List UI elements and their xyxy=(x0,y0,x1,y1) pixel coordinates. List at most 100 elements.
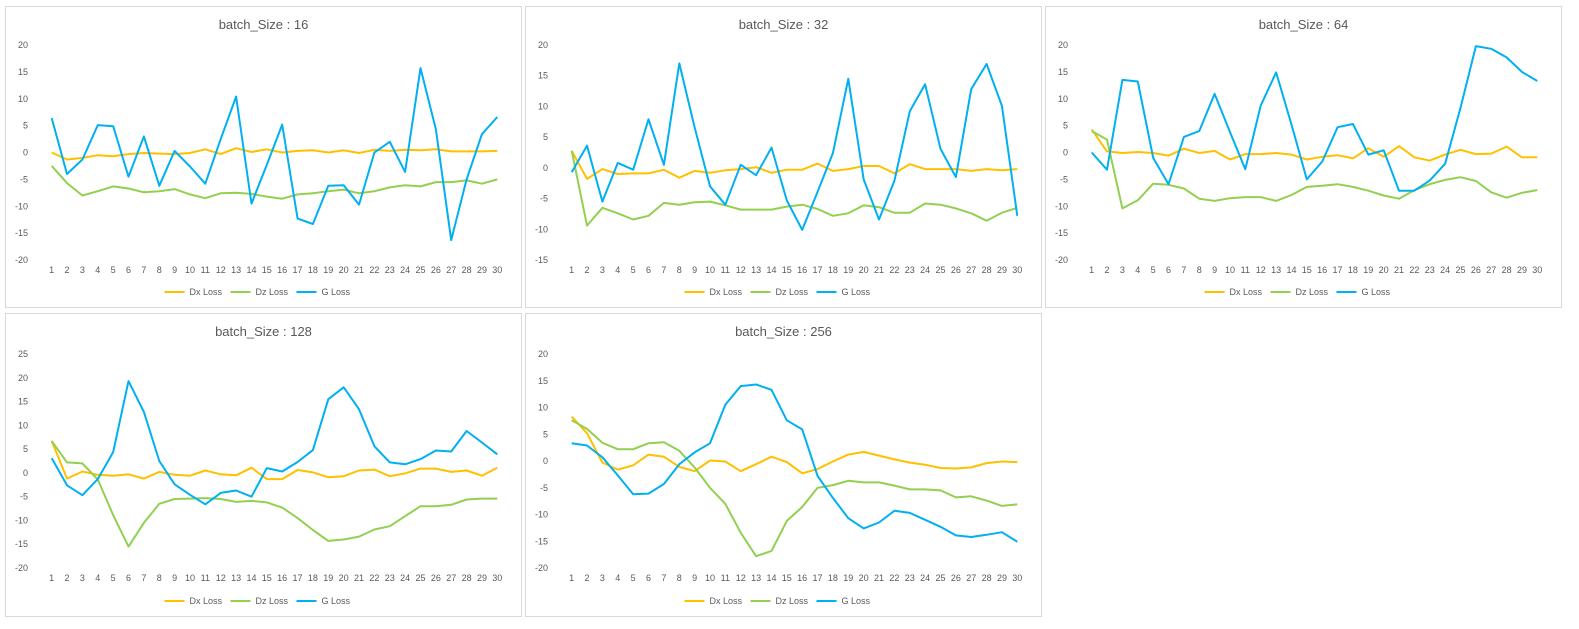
x-tick-label: 27 xyxy=(966,573,976,583)
x-tick-label: 23 xyxy=(385,265,395,275)
x-tick-label: 21 xyxy=(874,573,884,583)
x-tick-label: 10 xyxy=(185,265,195,275)
x-tick-label: 3 xyxy=(600,573,605,583)
x-tick-label: 14 xyxy=(1286,265,1296,275)
x-tick-label: 9 xyxy=(692,573,697,583)
x-tick-label: 9 xyxy=(172,265,177,275)
x-tick-label: 8 xyxy=(677,265,682,275)
x-tick-label: 12 xyxy=(216,265,226,275)
series-line-dz-loss xyxy=(570,150,1018,227)
x-tick-label: 3 xyxy=(80,573,85,583)
chart-title: batch_Size : 128 xyxy=(215,324,312,339)
x-tick-label: 13 xyxy=(1271,265,1281,275)
y-tick-label: -10 xyxy=(535,510,548,520)
legend-label-g-loss: G Loss xyxy=(842,596,871,606)
x-tick-label: 23 xyxy=(905,265,915,275)
x-tick-label: 22 xyxy=(889,265,899,275)
y-tick-label: -10 xyxy=(15,201,28,211)
x-tick-label: 22 xyxy=(369,573,379,583)
legend-label-dx-loss: Dx Loss xyxy=(190,287,223,297)
x-tick-label: 7 xyxy=(141,573,146,583)
y-tick-label: 20 xyxy=(18,373,28,383)
y-tick-label: -20 xyxy=(15,255,28,265)
legend-label-g-loss: G Loss xyxy=(1362,287,1391,297)
series-line-dz-loss xyxy=(571,419,1018,558)
x-tick-label: 20 xyxy=(339,573,349,583)
x-tick-label: 11 xyxy=(201,265,210,275)
x-tick-label: 24 xyxy=(920,265,930,275)
series-line-dx-loss xyxy=(1090,128,1538,162)
x-tick-label: 23 xyxy=(385,573,395,583)
x-tick-label: 16 xyxy=(277,265,287,275)
y-tick-label: 0 xyxy=(1063,148,1068,158)
x-tick-label: 4 xyxy=(95,573,100,583)
x-tick-label: 20 xyxy=(339,265,349,275)
x-tick-label: 11 xyxy=(1241,265,1250,275)
x-tick-label: 21 xyxy=(1394,265,1404,275)
series-line-dx-loss xyxy=(570,150,1018,180)
x-tick-label: 14 xyxy=(246,265,256,275)
x-tick-label: 12 xyxy=(736,265,746,275)
x-tick-label: 29 xyxy=(477,265,487,275)
x-tick-label: 6 xyxy=(126,573,131,583)
series-line-dz-loss xyxy=(50,440,498,548)
y-tick-label: -20 xyxy=(1055,255,1068,265)
x-tick-label: 29 xyxy=(997,573,1007,583)
x-tick-label: 25 xyxy=(935,573,945,583)
x-tick-label: 9 xyxy=(692,265,697,275)
x-tick-label: 30 xyxy=(492,265,502,275)
x-tick-label: 2 xyxy=(1105,265,1110,275)
x-tick-label: 27 xyxy=(966,265,976,275)
legend-label-dx-loss: Dx Loss xyxy=(1230,287,1263,297)
x-tick-label: 19 xyxy=(323,265,333,275)
y-tick-label: 15 xyxy=(18,397,28,407)
x-tick-label: 27 xyxy=(446,573,456,583)
x-tick-label: 12 xyxy=(736,573,746,583)
y-tick-label: 15 xyxy=(18,67,28,77)
x-tick-label: 25 xyxy=(415,265,425,275)
y-tick-label: 0 xyxy=(543,456,548,466)
x-tick-label: 1 xyxy=(49,265,54,275)
y-tick-label: 5 xyxy=(543,132,548,142)
x-tick-label: 6 xyxy=(1166,265,1171,275)
y-tick-label: 0 xyxy=(23,148,28,158)
x-tick-label: 11 xyxy=(721,265,730,275)
x-tick-label: 10 xyxy=(1225,265,1235,275)
chart-panel-batch-64: batch_Size : 64 -20 -15 -10 -5 0 5 10 15 20 1 2 3 4 5 6… xyxy=(1045,6,1562,308)
y-tick-label: -10 xyxy=(15,515,28,525)
x-tick-label: 16 xyxy=(277,573,287,583)
x-tick-label: 9 xyxy=(1212,265,1217,275)
x-tick-label: 5 xyxy=(1151,265,1156,275)
x-tick-label: 19 xyxy=(1363,265,1373,275)
y-tick-label: 20 xyxy=(1058,40,1068,50)
x-tick-label: 20 xyxy=(859,265,869,275)
x-tick-label: 13 xyxy=(751,265,761,275)
x-tick-label: 13 xyxy=(231,265,241,275)
x-tick-label: 7 xyxy=(661,265,666,275)
chart-title: batch_Size : 256 xyxy=(735,324,832,339)
x-tick-label: 28 xyxy=(982,265,992,275)
x-tick-label: 29 xyxy=(997,265,1007,275)
y-tick-label: 5 xyxy=(23,121,28,131)
x-tick-label: 1 xyxy=(569,573,574,583)
x-tick-label: 18 xyxy=(1348,265,1358,275)
x-tick-label: 18 xyxy=(308,265,318,275)
x-tick-label: 7 xyxy=(661,573,666,583)
y-tick-label: 25 xyxy=(18,349,28,359)
x-tick-label: 11 xyxy=(201,573,210,583)
legend-label-g-loss: G Loss xyxy=(842,287,871,297)
y-tick-label: 10 xyxy=(18,420,28,430)
y-tick-label: 10 xyxy=(18,94,28,104)
series-line-dx-loss xyxy=(51,147,498,161)
x-tick-label: 26 xyxy=(951,573,961,583)
x-tick-label: 1 xyxy=(569,265,574,275)
y-tick-label: 0 xyxy=(543,163,548,173)
x-tick-label: 4 xyxy=(615,265,620,275)
x-tick-label: 6 xyxy=(646,265,651,275)
series-line-dx-loss xyxy=(50,440,498,481)
y-tick-label: 15 xyxy=(538,376,548,386)
x-tick-label: 28 xyxy=(462,265,472,275)
x-tick-label: 1 xyxy=(1089,265,1094,275)
